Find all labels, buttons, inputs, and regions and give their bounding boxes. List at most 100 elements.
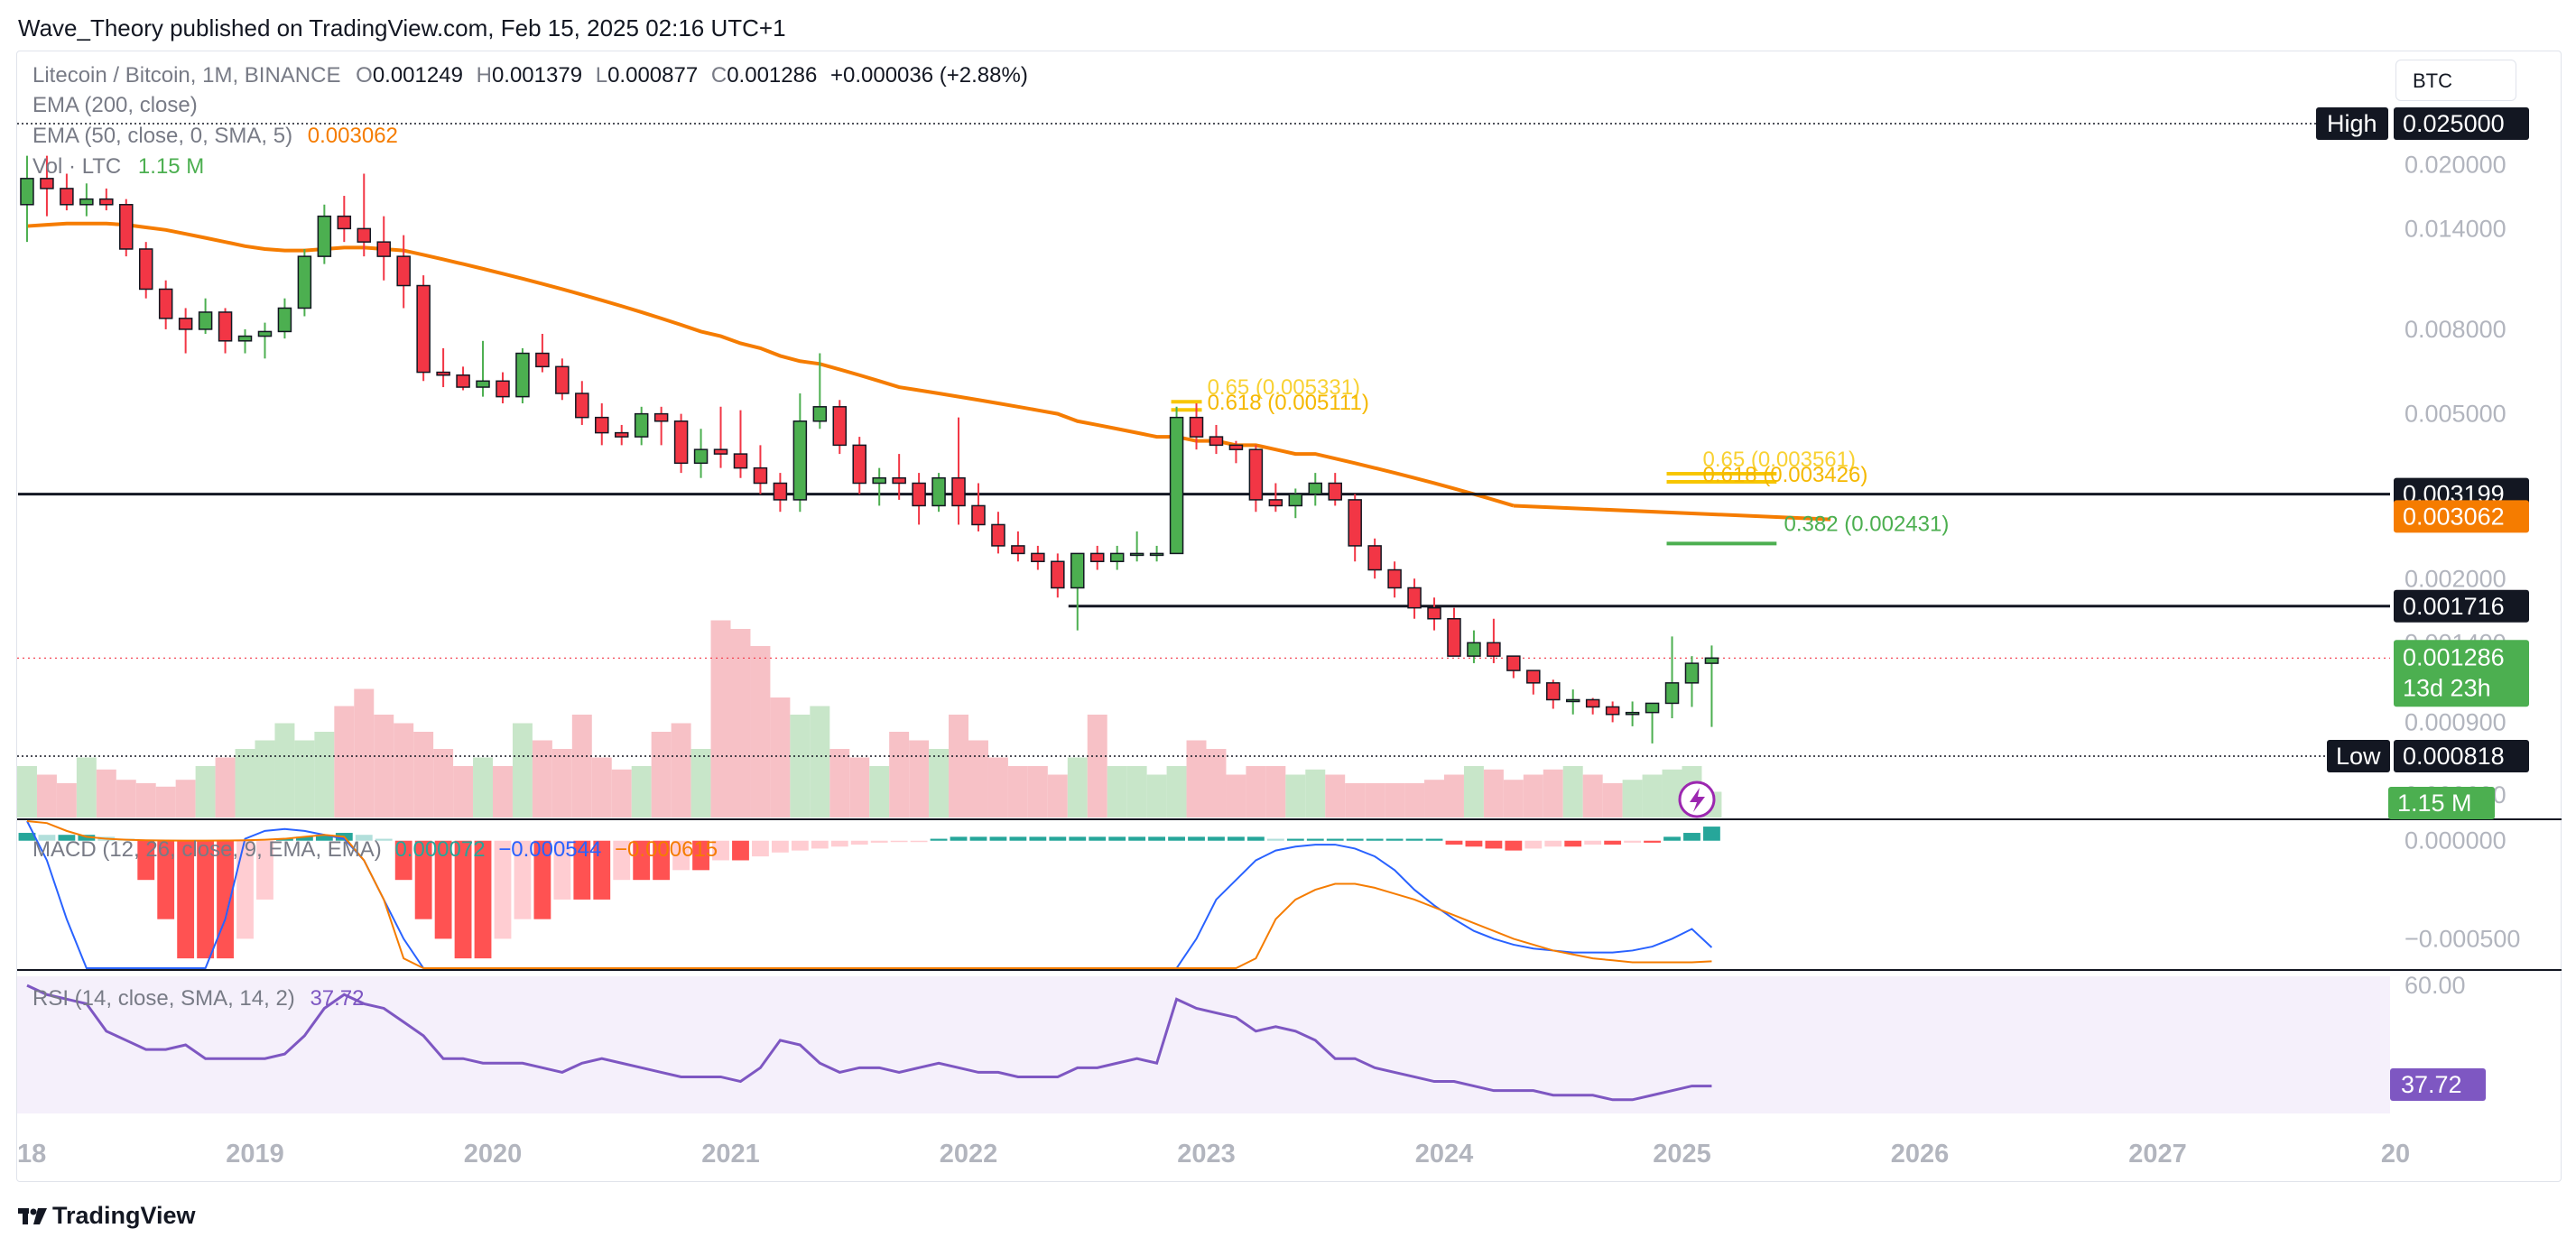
macd-histogram-bar — [38, 835, 56, 841]
legend-volume-label: Vol · LTC — [32, 154, 122, 179]
volume-bar — [1602, 783, 1623, 817]
tradingview-logo-text: TradingView — [52, 1202, 196, 1229]
candle — [991, 512, 1005, 554]
candle-body — [535, 352, 550, 368]
candle — [653, 406, 669, 446]
volume-bar — [175, 780, 196, 817]
legend-macd[interactable]: MACD (12, 26, close, 9, EMA, EMA) 0.0000… — [32, 837, 718, 863]
volume-bar — [770, 697, 791, 817]
candle — [237, 328, 253, 354]
candle — [337, 196, 352, 243]
candle — [1704, 645, 1719, 727]
tradingview-logo[interactable]: TradingView — [18, 1202, 196, 1233]
fib-overlay-label: 0.65 (0.005331) — [1208, 375, 1360, 400]
candle — [1308, 473, 1323, 506]
volume-bar — [334, 706, 355, 817]
volume-bar — [36, 774, 57, 817]
macd-histogram-bar — [256, 840, 273, 900]
y-axis-tick-label: 0.000900 — [2405, 708, 2507, 735]
candle-body — [653, 412, 669, 422]
candle — [931, 473, 946, 513]
macd-axis-tick-label: −0.000500 — [2405, 925, 2520, 952]
candle — [1109, 545, 1125, 570]
rsi-pane — [26, 984, 1712, 1102]
candle — [376, 216, 391, 281]
volume-bar — [1027, 766, 1048, 817]
volume-bar — [829, 749, 850, 817]
macd-histogram-bar — [850, 840, 868, 845]
candle — [1169, 406, 1184, 555]
candle — [1487, 618, 1501, 663]
legend-symbol[interactable]: Litecoin / Bitcoin, 1M, BINANCE — [32, 63, 341, 88]
x-axis-tick-label: 2023 — [1177, 1140, 1236, 1168]
macd-histogram-bar — [1524, 840, 1543, 849]
candle-body — [1189, 416, 1204, 438]
legend-main: Litecoin / Bitcoin, 1M, BINANCE O0.00124… — [32, 63, 1028, 88]
volume-bar — [571, 715, 592, 817]
macd-histogram-bar — [1029, 836, 1047, 841]
volume-histogram — [17, 620, 1722, 817]
candle-body — [99, 198, 114, 206]
fib-overlay-label: 0.65 (0.003561) — [1703, 448, 1856, 472]
macd-histogram-bar — [771, 840, 789, 853]
candle — [1288, 488, 1303, 519]
volume-bar — [1067, 757, 1088, 817]
candle-body — [496, 380, 510, 398]
candle-body — [1209, 436, 1224, 447]
candle-body — [1605, 706, 1620, 716]
legend-rsi[interactable]: RSI (14, close, SMA, 14, 2) 37.72 — [32, 986, 365, 1011]
candle — [1605, 701, 1620, 723]
candle-body — [317, 215, 332, 257]
volume-bar — [611, 769, 632, 817]
candle — [218, 308, 233, 354]
candle — [1625, 701, 1640, 726]
candle — [1684, 656, 1700, 707]
candle — [912, 473, 926, 525]
ema-price-label-text: 0.003062 — [2403, 503, 2505, 530]
candle — [515, 347, 530, 404]
candle-body — [1585, 698, 1600, 708]
legend-open: 0.001249 — [372, 63, 463, 88]
volume-bar — [1107, 766, 1127, 817]
candle-body — [178, 318, 193, 330]
candle — [1546, 679, 1561, 709]
legend-volume[interactable]: Vol · LTC 1.15 M — [32, 154, 204, 180]
rsi-band — [17, 976, 2390, 1113]
countdown-text: 13d 23h — [2403, 674, 2491, 701]
legend-low: 0.000877 — [607, 63, 699, 88]
candle-body — [1487, 642, 1501, 657]
x-axis-tick-label: 2025 — [1653, 1140, 1711, 1168]
candle-body — [673, 420, 689, 465]
volume-bar — [394, 723, 414, 817]
legend-ema50[interactable]: EMA (50, close, 0, SMA, 5) 0.003062 — [32, 124, 398, 149]
macd-histogram-bar — [177, 840, 195, 959]
level-price-label-bg — [2394, 589, 2529, 623]
currency-button[interactable]: BTC — [2395, 60, 2516, 101]
x-axis-tick-label: 2021 — [701, 1140, 760, 1168]
candle-body — [416, 284, 431, 374]
candle — [733, 410, 748, 478]
candle-body — [158, 288, 173, 319]
candle — [753, 445, 768, 494]
candle-body — [1109, 552, 1125, 563]
macd-histogram-bar — [157, 840, 175, 919]
volume-bar — [1503, 780, 1524, 817]
candle — [257, 322, 273, 359]
ema-price-label: 0.003062 — [2394, 500, 2529, 533]
volume-bar — [17, 766, 37, 817]
legend-ema200[interactable]: EMA (200, close) — [32, 93, 198, 117]
volume-bar — [1385, 783, 1405, 817]
macd-histogram-bar — [950, 836, 968, 841]
candle-body — [396, 255, 411, 287]
macd-histogram-bar — [1108, 836, 1126, 841]
candle-body — [753, 466, 768, 485]
volume-bar — [750, 646, 771, 817]
candle — [1526, 670, 1541, 695]
candle-body — [515, 352, 530, 398]
volume-bar — [1662, 769, 1682, 817]
macd-histogram-bar — [1445, 840, 1463, 845]
volume-bar — [987, 757, 1008, 817]
candle-body — [733, 453, 748, 469]
volume-bar — [1523, 774, 1543, 817]
